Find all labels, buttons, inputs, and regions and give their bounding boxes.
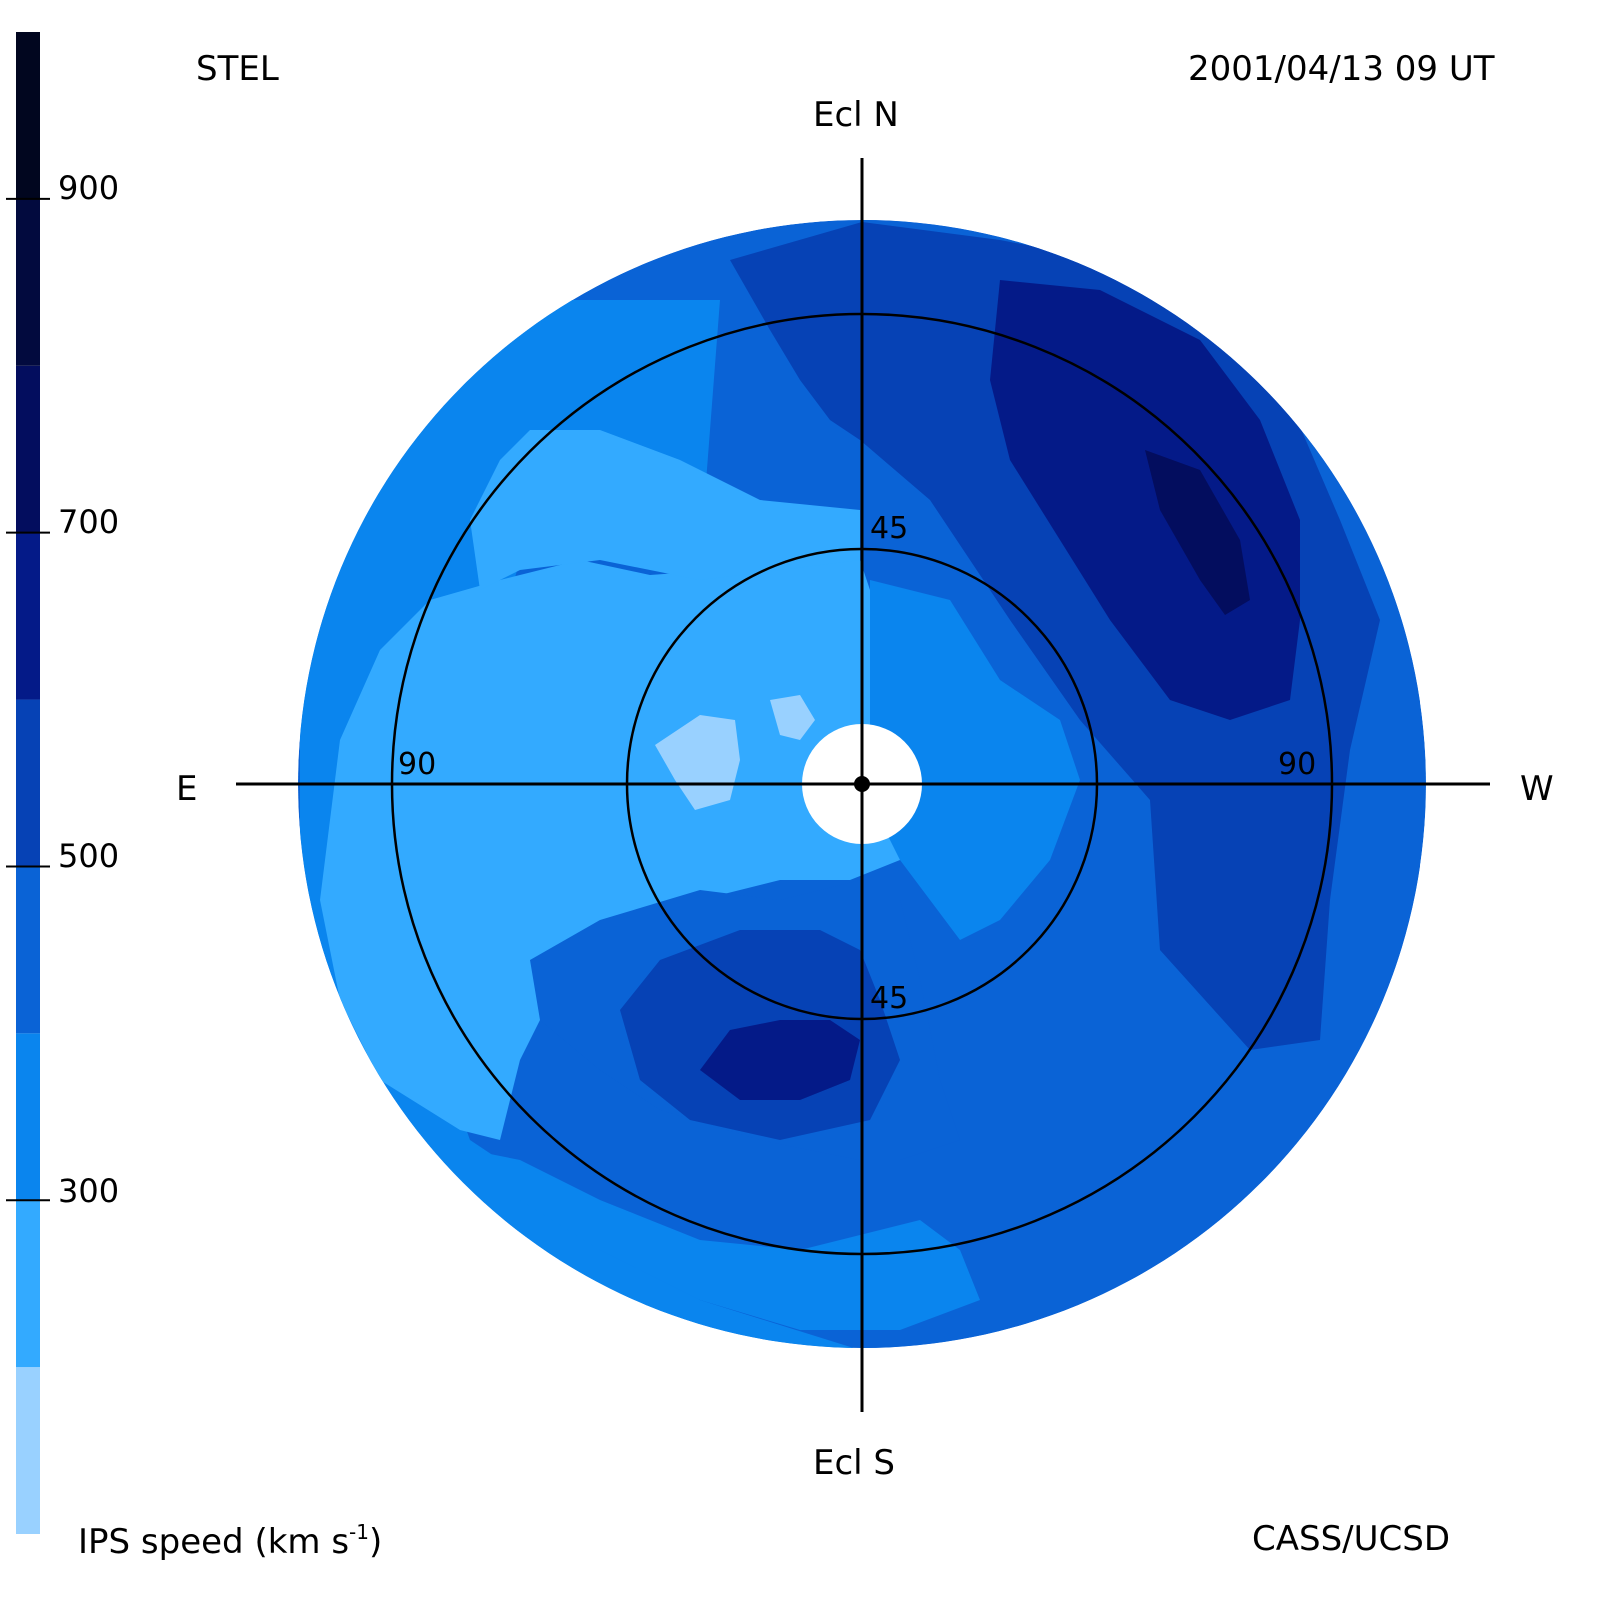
- region-inner-west-mid: [870, 580, 1080, 940]
- region-lightest-1: [655, 715, 740, 810]
- ring-label-90-left: 90: [398, 747, 437, 782]
- colorbar-title-close: ): [369, 1522, 383, 1562]
- direction-east: E: [176, 769, 198, 809]
- timestamp-label: 2001/04/13 09 UT: [1188, 49, 1495, 89]
- colorbar-band-100-200: [16, 1367, 40, 1534]
- colorbar-band-900-1000: [16, 32, 40, 199]
- colorbar-band-400-500: [16, 866, 40, 1034]
- region-light-west: [320, 510, 980, 1140]
- colorbar-title-main: IPS speed (km s: [78, 1522, 350, 1562]
- colorbar-title-exponent: -1: [349, 1520, 369, 1544]
- colorbar-band-200-300: [16, 1200, 40, 1368]
- colorbar-band-500-600: [16, 699, 40, 867]
- colorbar-tick-700: 700: [58, 503, 120, 541]
- colorbar-tick-300: 300: [58, 1172, 120, 1210]
- colorbar-title: IPS speed (km s-1): [78, 1522, 382, 1559]
- direction-west: W: [1520, 769, 1554, 809]
- region-south-darkest: [700, 1020, 860, 1100]
- colorbar-band-600-700: [16, 532, 40, 700]
- ring-label-45-bottom: 45: [870, 981, 909, 1016]
- region-lightest-2: [770, 695, 815, 740]
- colorbar-bands: [16, 32, 40, 1534]
- colorbar-band-800-900: [16, 198, 40, 366]
- ring-label-90-right: 90: [1278, 747, 1317, 782]
- region-south-edge: [470, 1150, 980, 1330]
- direction-north: Ecl N: [813, 95, 899, 135]
- colorbar-ticks: [6, 197, 50, 1202]
- credit-label: CASS/UCSD: [1252, 1519, 1451, 1559]
- colorbar-band-700-800: [16, 365, 40, 533]
- colorbar-tick-900: 900: [58, 169, 120, 207]
- region-light-northwest: [470, 430, 860, 590]
- region-north-west-core: [1145, 450, 1250, 615]
- direction-south: Ecl S: [813, 1443, 896, 1483]
- ring-label-45-top: 45: [870, 511, 909, 546]
- colorbar-band-300-400: [16, 1033, 40, 1201]
- sun-center-dot: [854, 776, 870, 792]
- colorbar-tick-500: 500: [58, 837, 120, 875]
- instrument-label: STEL: [196, 49, 279, 89]
